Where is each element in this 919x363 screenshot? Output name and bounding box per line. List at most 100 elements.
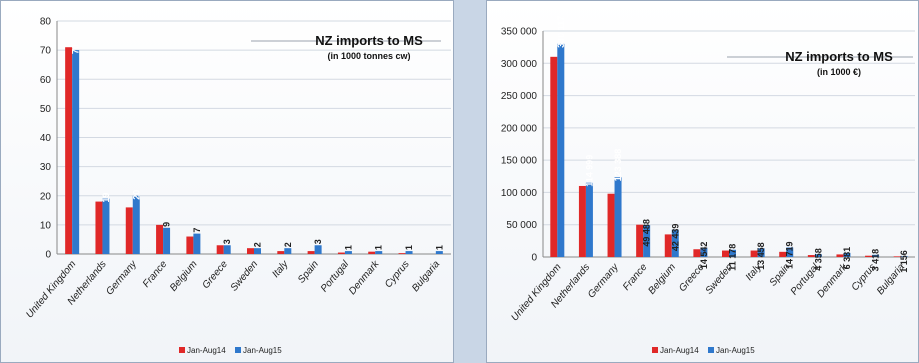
bar-jan-aug14-italy [277, 251, 285, 254]
y-tick-label: 200 000 [501, 123, 538, 134]
y-tick-label: 0 [531, 253, 537, 264]
data-label: 2 [253, 242, 263, 247]
bar-jan-aug14-denmark [368, 251, 376, 254]
bar-jan-aug14-sweden [722, 250, 729, 257]
bar-jan-aug14-belgium [664, 234, 672, 257]
bar-jan-aug15-denmark [375, 251, 383, 254]
bar-jan-aug15-united-kingdom [557, 43, 565, 257]
chart-title: NZ imports to MS [785, 49, 893, 64]
legend-label: Jan-Aug14 [187, 346, 226, 355]
bar-jan-aug15-netherlands [102, 198, 110, 254]
chart-value-panel: 0 50 000 100 000 150 000 200 000 250 000 300 0… [486, 0, 919, 363]
bar-jan-aug15-belgium [193, 233, 201, 254]
chart-tonnes-panel: 0 10 20 30 40 50 60 70 80 70 United Kingdom 19 Nethe… [0, 0, 454, 363]
bar-jan-aug14-sweden [247, 248, 254, 254]
bar-jan-aug14-cyprus [865, 255, 873, 257]
data-label: 114 999 [584, 155, 594, 187]
bar-jan-aug14-denmark [836, 254, 844, 257]
y-tick-label: 250 000 [501, 91, 538, 102]
x-category-label: Cyprus [383, 259, 412, 290]
data-label: 6 381 [842, 247, 852, 270]
bar-jan-aug14-france [636, 224, 644, 257]
bar-jan-aug15-france [163, 227, 171, 254]
data-label: 11 178 [728, 244, 738, 271]
y-tick-label: 50 [40, 104, 52, 115]
bar-jan-aug15-cyprus [872, 254, 880, 257]
bar-jan-aug15-greece [223, 245, 231, 254]
x-category-label: Greece [677, 262, 707, 295]
x-category-label: Bulgaria [410, 259, 442, 295]
y-tick-label: 20 [40, 191, 52, 202]
legend-swatch [652, 347, 658, 353]
data-label: 70 [71, 44, 81, 54]
bar-jan-aug15-sweden [729, 249, 736, 257]
x-category-label: France [141, 259, 170, 290]
chart-subtitle: (in 1000 €) [817, 67, 861, 77]
data-label: 1 156 [899, 250, 909, 273]
y-tick-label: 350 000 [501, 27, 538, 38]
bar-jan-aug15-portugal [344, 251, 352, 254]
y-tick-label: 60 [40, 75, 52, 86]
bar-jan-aug14-netherlands [95, 201, 103, 254]
data-label: 14 719 [785, 241, 795, 269]
legend: Jan-Aug14 Jan-Aug15 [179, 346, 282, 355]
y-tick-label: 150 000 [501, 156, 538, 167]
data-label: 2 [283, 242, 293, 247]
y-tick-label: 80 [40, 17, 52, 28]
x-category-label: United Kingdom [24, 259, 78, 321]
x-category-label: United Kingdom [509, 262, 563, 324]
y-tick-label: 40 [40, 133, 52, 144]
bar-jan-aug14-belgium [186, 236, 194, 254]
x-category-label: Italy [270, 258, 291, 280]
bar-jan-aug14-spain [779, 251, 787, 257]
legend-label: Jan-Aug15 [716, 346, 755, 355]
bar-jan-aug14-netherlands [578, 185, 586, 257]
legend-label: Jan-Aug15 [243, 346, 282, 355]
legend: Jan-Aug14 Jan-Aug15 [652, 346, 755, 355]
data-label: 1 [374, 245, 384, 250]
bar-jan-aug14-united-kingdom [550, 56, 558, 258]
data-label: 1 [343, 245, 353, 250]
y-tick-label: 300 000 [501, 59, 538, 70]
bar-jan-aug15-denmark [843, 252, 851, 257]
y-tick-label: 0 [45, 250, 51, 261]
data-label: 13 458 [756, 242, 766, 270]
bar-jan-aug15-france [643, 225, 651, 257]
x-category-label: Germany [586, 261, 622, 300]
bar-jan-aug15-united-kingdom [72, 50, 80, 254]
x-category-label: Greece [200, 259, 230, 292]
y-tick-label: 70 [40, 46, 52, 57]
x-category-label: Belgium [168, 259, 200, 294]
legend-swatch [708, 347, 714, 353]
data-label: 49 488 [642, 219, 652, 247]
bar-jan-aug15-sweden [254, 248, 261, 254]
x-category-label: France [621, 262, 650, 293]
bar-jan-aug15-spain [786, 247, 794, 257]
legend-label: Jan-Aug14 [660, 346, 699, 355]
x-category-label: Spain [296, 259, 321, 286]
bar-jan-aug15-germany [614, 177, 622, 257]
data-label: 330 117 [556, 16, 566, 48]
bar-jan-aug15-spain [314, 245, 322, 254]
data-label: 7 [192, 228, 202, 233]
chart-title: NZ imports to MS [315, 33, 423, 48]
bar-jan-aug15-bulgaria [900, 256, 908, 257]
y-tick-label: 100 000 [501, 188, 538, 199]
bar-jan-aug14-greece [693, 249, 701, 257]
legend-swatch [235, 347, 241, 353]
x-category-label: Denmark [347, 258, 382, 297]
bar-jan-aug15-italy [284, 248, 292, 254]
bar-jan-aug14-france [156, 224, 164, 254]
x-category-label: Cyprus [850, 262, 879, 293]
bar-jan-aug15-greece [700, 247, 708, 257]
data-label: 123 388 [613, 149, 623, 182]
data-label: 9 [162, 222, 172, 227]
bar-jan-aug15-italy [757, 248, 765, 257]
data-label: 20 [131, 190, 141, 200]
data-label: 1 [434, 245, 444, 250]
bar-jan-aug15-portugal [814, 254, 822, 257]
bar-jan-aug14-germany [125, 207, 133, 254]
y-tick-label: 50 000 [506, 220, 537, 231]
bar-jan-aug14-portugal [337, 252, 345, 254]
